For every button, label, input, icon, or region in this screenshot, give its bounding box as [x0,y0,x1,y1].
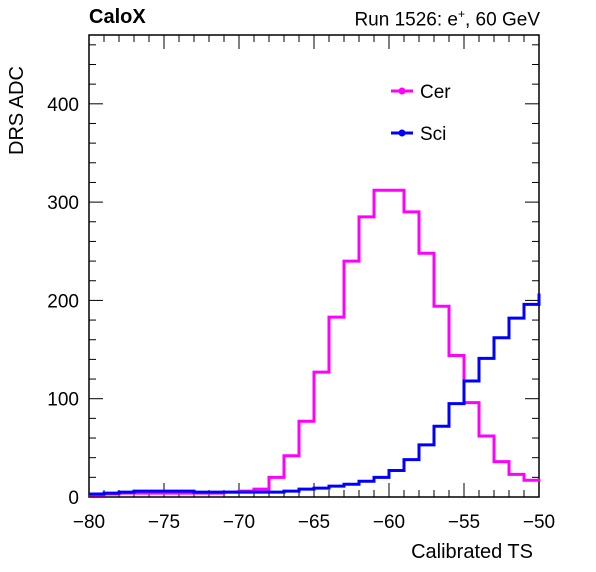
x-tick-label: −80 [73,512,105,533]
legend-cer-label: Cer [420,82,451,103]
x-tick-label: −60 [373,512,405,533]
y-tick-label: 200 [47,291,79,312]
run-charge-sup: + [457,7,465,21]
x-tick-label: −55 [448,512,480,533]
x-tick-label: −65 [298,512,330,533]
x-tick-label: −50 [523,512,555,533]
legend-cer-marker [398,87,406,95]
plot-frame [88,34,540,498]
run-label: Run 1526: e+, 60 GeV [354,7,540,31]
series-sci-line [89,293,541,496]
x-tick-label: −70 [223,512,255,533]
series-layer [89,188,541,497]
y-tick-label: 400 [47,95,79,116]
y-axis-label: DRS ADC [6,66,28,155]
x-axis-label: Calibrated TS [411,541,533,563]
y-tick-label: 100 [47,390,79,411]
axis-ticks: −80 −75 −70 −65 −60 −55 −50 0 100 200 300 400 [47,35,555,533]
legend: Cer Sci [391,82,451,145]
x-tick-label: −75 [148,512,180,533]
run-prefix: Run 1526: e [354,9,458,31]
y-tick-label: 0 [68,488,79,509]
legend-sci-label: Sci [420,124,446,145]
experiment-label: CaloX [89,6,146,28]
run-suffix: , 60 GeV [465,9,540,31]
series-cer-line [89,188,541,497]
y-tick-label: 300 [47,193,79,214]
legend-sci-marker [398,129,406,137]
